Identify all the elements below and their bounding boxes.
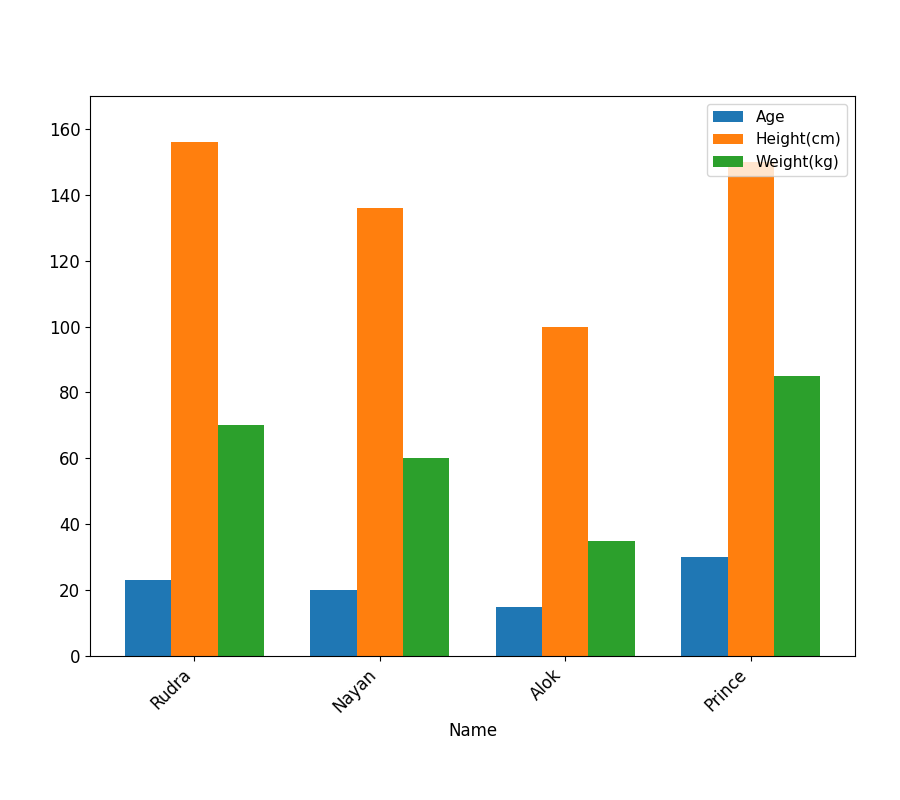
Bar: [496, 606, 542, 656]
X-axis label: Name: Name: [448, 722, 497, 739]
Legend: Age, Height(cm), Weight(kg): Age, Height(cm), Weight(kg): [706, 104, 848, 176]
Bar: [171, 142, 218, 656]
Bar: [681, 557, 727, 656]
Bar: [542, 326, 589, 656]
Bar: [218, 426, 264, 656]
Bar: [727, 162, 774, 656]
Bar: [774, 376, 820, 656]
Bar: [589, 541, 634, 656]
Bar: [125, 580, 171, 656]
Bar: [356, 208, 403, 656]
Bar: [310, 590, 356, 656]
Bar: [403, 458, 449, 656]
